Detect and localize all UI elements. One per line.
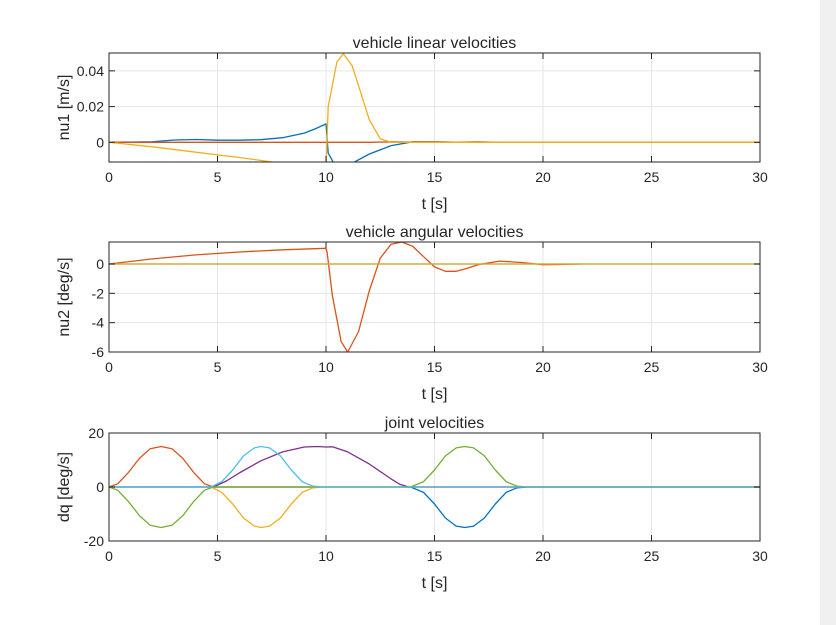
chart-3-y-tick-label-1: 0 (96, 479, 104, 495)
chart-3-title: joint velocities (384, 415, 485, 432)
chart-2-series-2-line (109, 242, 580, 352)
chart-2-y-tick-label-1: -4 (92, 315, 105, 331)
chart-2-x-tick-label-2: 10 (318, 359, 334, 375)
chart-3-series-5-line (109, 445, 760, 529)
chart-2-x-tick-label-6: 30 (752, 359, 768, 375)
chart-3-y-tick-label-2: 20 (88, 425, 104, 441)
chart-3-x-tick-label-2: 10 (318, 548, 334, 564)
chart-1-title: vehicle linear velocities (353, 35, 517, 52)
chart-1-series-group (109, 53, 760, 162)
chart-2-x-tick-label-3: 15 (427, 359, 443, 375)
chart-2-x-axis-label: t [s] (422, 386, 448, 403)
chart-1-x-tick-label-3: 15 (427, 169, 443, 185)
chart-3-series-group (109, 445, 760, 529)
chart-3-x-tick-label-1: 5 (214, 548, 222, 564)
chart-2-y-axis-label: nu2 [deg/s] (56, 257, 73, 336)
chart-3-series-6-line (109, 445, 760, 488)
chart-2-series-group (109, 242, 760, 352)
chart-2-x-tick-label-1: 5 (214, 359, 222, 375)
chart-3-y-tick-label-0: -20 (84, 533, 104, 549)
chart-2-x-tick-label-0: 0 (105, 359, 113, 375)
chart-2-y-tick-label-2: -2 (92, 285, 105, 301)
chart-3-series-4-line (109, 445, 760, 488)
chart-2-x-tick-label-5: 25 (644, 359, 660, 375)
chart-1-x-tick-label-0: 0 (105, 169, 113, 185)
chart-3-x-tick-label-6: 30 (752, 548, 768, 564)
chart-2-x-tick-label-4: 20 (535, 359, 551, 375)
chart-2-y-tick-label-3: 0 (96, 256, 104, 272)
chart-1-y-axis-label: nu1 [m/s] (56, 75, 73, 141)
chart-1-x-tick-label-5: 25 (644, 169, 660, 185)
chart-3-x-axis-label: t [s] (422, 575, 448, 592)
chart-1-y-tick-label-2: 0.04 (77, 63, 104, 79)
chart-3-x-tick-label-5: 25 (644, 548, 660, 564)
chart-2-y-tick-label-0: -6 (92, 344, 105, 360)
chart-1-x-tick-label-6: 30 (752, 169, 768, 185)
chart-2: 0 5 10 15 20 25 30 -6 -4 -2 0 vehicle angular veloc… (56, 224, 768, 403)
chart-1-series-3-line (109, 53, 760, 162)
chart-1-x-axis-label: t [s] (422, 196, 448, 213)
chart-3-x-tick-label-3: 15 (427, 548, 443, 564)
chart-1: 0 5 10 15 20 25 30 0 0.02 0.04 vehicle linear velo… (56, 35, 768, 213)
chart-1-y-tick-label-1: 0.02 (77, 99, 104, 115)
chart-2-title: vehicle angular velocities (346, 224, 524, 241)
chart-1-x-tick-label-4: 20 (535, 169, 551, 185)
chart-3-series-3-line (109, 486, 760, 529)
chart-3-series-1-line (109, 486, 760, 529)
chart-1-x-tick-label-2: 10 (318, 169, 334, 185)
chart-3-x-tick-label-0: 0 (105, 548, 113, 564)
chart-3-series-2-line (109, 445, 760, 488)
chart-3-y-axis-label: dq [deg/s] (56, 452, 73, 522)
chart-1-x-tick-label-1: 5 (214, 169, 222, 185)
chart-1-y-tick-label-0: 0 (96, 134, 104, 150)
chart-3-x-tick-label-4: 20 (535, 548, 551, 564)
